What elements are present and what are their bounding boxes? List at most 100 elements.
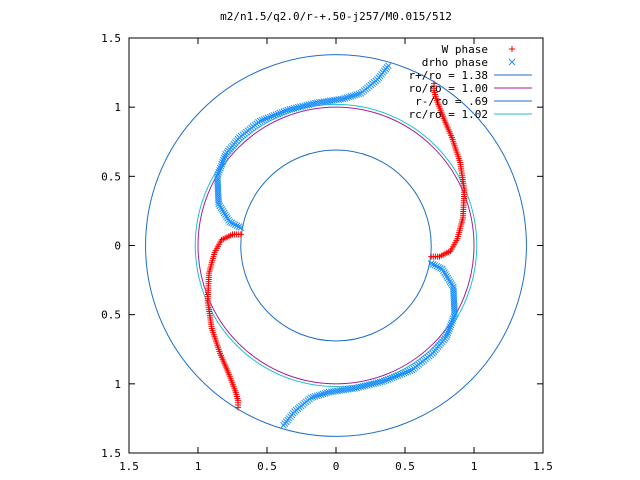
data-point — [359, 383, 367, 390]
circle-r-ro — [240, 149, 432, 342]
data-point — [343, 94, 351, 101]
data-point — [297, 103, 304, 111]
data-point — [363, 381, 371, 389]
data-point — [231, 221, 239, 229]
data-point — [449, 315, 457, 323]
data-point — [449, 317, 456, 325]
data-point — [309, 393, 317, 401]
data-point — [219, 158, 226, 166]
data-point — [307, 100, 315, 108]
data-point — [355, 90, 363, 98]
data-point — [303, 101, 311, 109]
data-point — [286, 106, 294, 113]
data-point — [276, 109, 284, 117]
data-point — [214, 170, 222, 178]
data-point — [384, 376, 392, 383]
data-point — [220, 154, 228, 162]
data-point — [292, 104, 300, 112]
y-tick-label: 0.5 — [101, 170, 121, 183]
data-point — [430, 80, 437, 87]
data-point — [288, 105, 296, 113]
data-point — [213, 172, 221, 180]
data-point — [284, 106, 292, 114]
legend-label: drho phase — [422, 56, 488, 69]
data-point — [347, 93, 355, 100]
data-point — [446, 325, 453, 333]
x-tick-label: 0 — [333, 460, 340, 473]
data-point — [451, 311, 459, 319]
data-point — [448, 319, 456, 327]
data-point — [216, 166, 223, 174]
x-tick-label: 1.5 — [119, 460, 139, 473]
data-point — [282, 107, 290, 115]
data-point — [445, 327, 453, 335]
data-point — [317, 391, 325, 398]
data-point — [218, 160, 226, 168]
data-point — [388, 374, 396, 382]
legend-label: rc/ro = 1.02 — [409, 108, 488, 121]
data-point — [319, 390, 327, 398]
x-tick-label: 1 — [195, 460, 202, 473]
data-point — [280, 108, 288, 115]
data-point — [256, 117, 264, 125]
legend-label: r-/ro = .69 — [415, 95, 488, 108]
chart-title: m2/n1.5/q2.0/r-+.50-j257/M0.015/512 — [220, 10, 452, 23]
data-point — [374, 379, 382, 387]
data-point — [404, 368, 412, 375]
data-point — [299, 102, 306, 110]
x-tick-label: 0.5 — [257, 460, 277, 473]
y-tick-label: 1.5 — [101, 32, 121, 45]
data-point — [366, 381, 373, 389]
circle-rcro — [194, 103, 478, 388]
data-point — [274, 110, 282, 118]
y-tick-label: 1 — [114, 101, 121, 114]
series-drho-phase — [213, 62, 459, 429]
data-point — [230, 220, 237, 228]
data-point — [370, 380, 378, 388]
data-point — [427, 260, 435, 267]
data-point — [280, 421, 287, 429]
reference-circles — [145, 54, 527, 437]
data-point — [406, 367, 414, 375]
data-point — [305, 101, 313, 108]
data-series — [204, 62, 468, 429]
data-point — [431, 261, 439, 269]
data-point — [337, 95, 345, 103]
y-tick-label: 1.5 — [101, 447, 121, 460]
data-point — [398, 370, 406, 378]
data-point — [394, 372, 402, 379]
data-point — [351, 91, 359, 99]
circle-r+ro — [145, 54, 527, 437]
data-point — [311, 393, 319, 400]
data-point — [235, 404, 242, 411]
data-point — [266, 113, 274, 121]
data-point — [357, 383, 365, 391]
data-point — [258, 116, 266, 124]
data-point — [313, 392, 321, 400]
data-point — [339, 95, 347, 103]
legend-label: W phase — [442, 43, 488, 56]
data-point — [268, 112, 276, 120]
data-point — [221, 152, 229, 160]
data-point — [447, 321, 455, 329]
circle-roro — [197, 106, 475, 385]
data-point — [400, 369, 408, 377]
data-point — [444, 329, 452, 337]
data-point — [235, 223, 243, 230]
data-point — [321, 390, 329, 397]
x-tick-label: 1.5 — [533, 460, 553, 473]
data-point — [443, 331, 451, 339]
data-point — [382, 376, 390, 384]
data-point — [325, 388, 333, 396]
data-point — [372, 379, 380, 387]
data-point — [272, 111, 280, 119]
data-point — [450, 313, 458, 321]
data-point — [429, 261, 437, 268]
data-point — [376, 378, 384, 386]
data-point — [270, 112, 278, 119]
data-point — [327, 388, 335, 396]
legend-label: r+/ro = 1.38 — [409, 69, 488, 82]
